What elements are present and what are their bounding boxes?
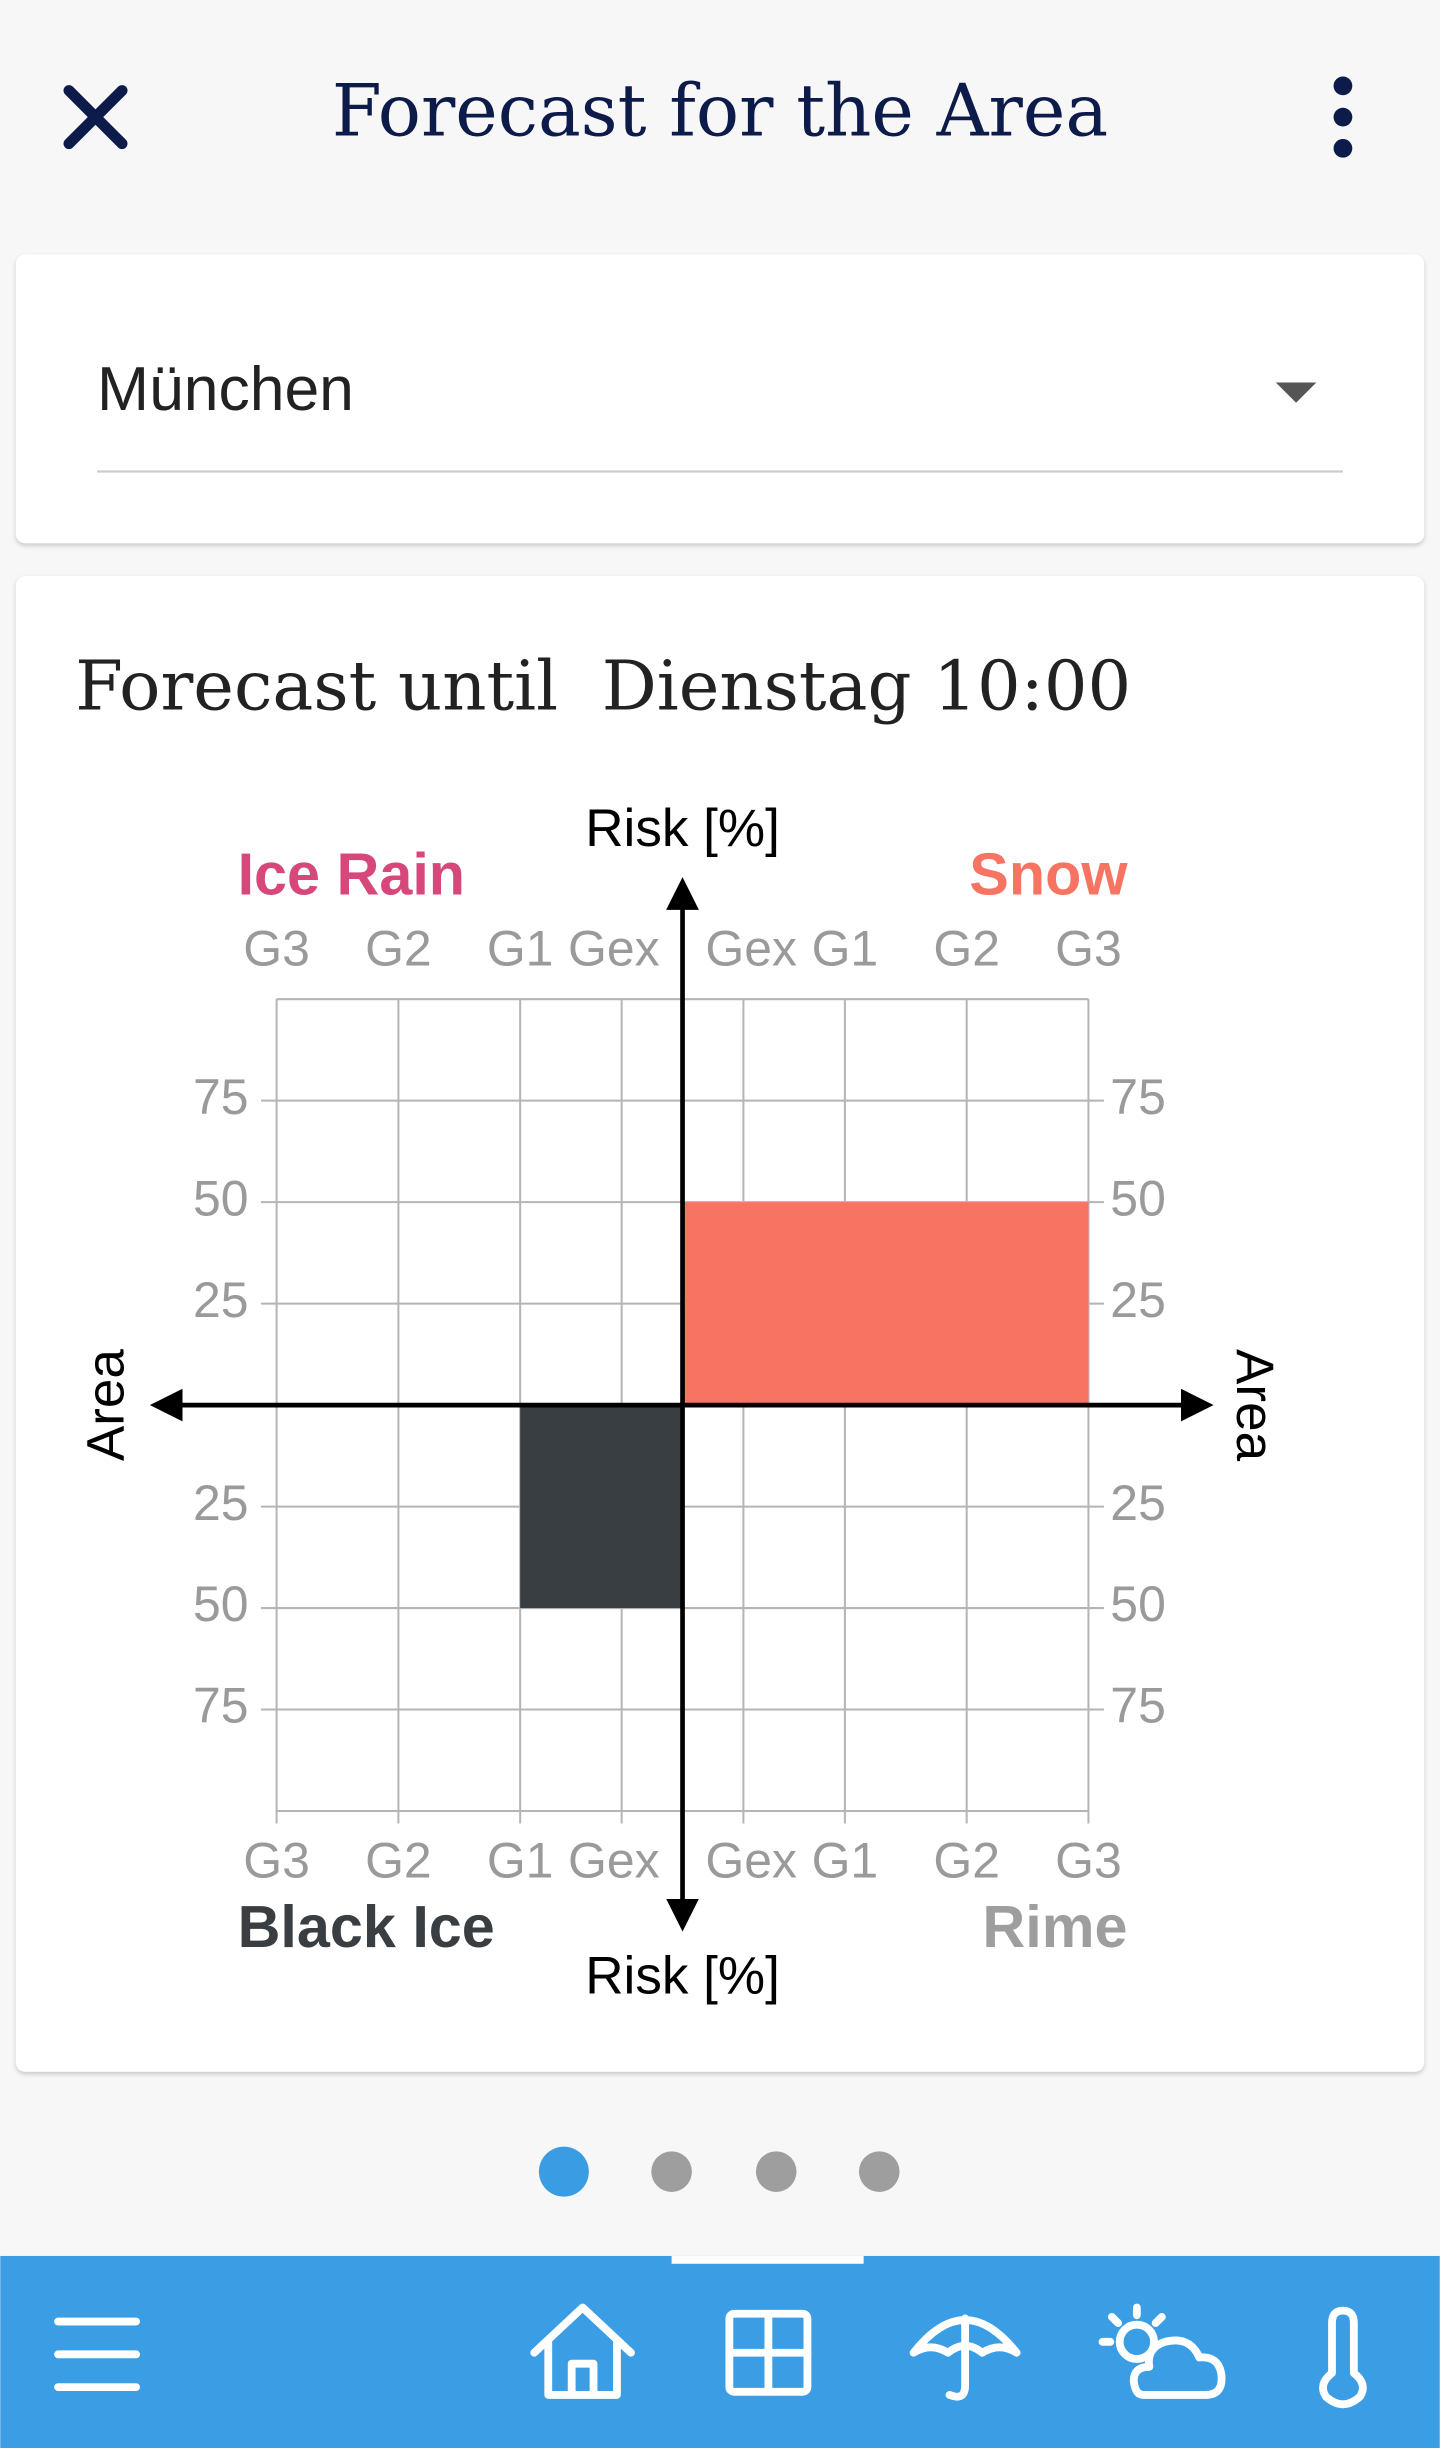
home-icon[interactable]: [530, 2303, 635, 2399]
x-tick-label: Gex: [568, 1832, 660, 1888]
y-tick-label: 75: [1110, 1678, 1166, 1734]
y-tick-label: 25: [193, 1272, 249, 1328]
quadrant-label: Rime: [982, 1893, 1127, 1960]
x-tick-label: Gex: [705, 921, 797, 977]
y-tick-label: 25: [1110, 1475, 1166, 1531]
x-tick-label: G1: [487, 1832, 554, 1888]
quadrant-label: Snow: [969, 841, 1128, 908]
y-tick-label: 50: [193, 1576, 249, 1632]
x-tick-label: G1: [487, 921, 554, 977]
x-tick-label: G2: [933, 921, 1000, 977]
x-tick-label: G2: [365, 921, 432, 977]
y-axis-label: Risk [%]: [585, 799, 780, 858]
y-tick-label: 25: [1110, 1272, 1166, 1328]
y-tick-label: 75: [193, 1678, 249, 1734]
x-tick-label: G3: [1055, 921, 1122, 977]
x-tick-label: G3: [1055, 1832, 1122, 1888]
umbrella-icon[interactable]: [909, 2314, 1021, 2401]
y-tick-label: 50: [1110, 1576, 1166, 1632]
grid-icon[interactable]: [725, 2309, 812, 2396]
y-tick-label: 25: [193, 1475, 249, 1531]
dropdown-value: München: [97, 354, 354, 424]
weather-icon[interactable]: [1098, 2303, 1226, 2399]
x-axis-label: Area: [1225, 1349, 1284, 1462]
quadrant-label: Black Ice: [238, 1893, 495, 1960]
x-tick-label: Gex: [705, 1832, 797, 1888]
pager[interactable]: [538, 2146, 900, 2197]
x-tick-label: G1: [812, 1832, 879, 1888]
nav-indicator: [671, 2255, 864, 2264]
quadrant-label: Ice Rain: [238, 841, 465, 908]
card-title: Forecast until Dienstag 10:00: [75, 647, 1131, 727]
thermometer-icon[interactable]: [1319, 2306, 1367, 2409]
x-tick-label: Gex: [568, 921, 660, 977]
y-tick-label: 75: [193, 1069, 249, 1125]
x-tick-label: G1: [812, 921, 879, 977]
risk-area: [520, 1405, 683, 1609]
x-tick-label: G2: [933, 1832, 1000, 1888]
y-axis-label: Risk [%]: [585, 1947, 780, 2006]
bottom-nav: [0, 2255, 1440, 2448]
y-tick-label: 50: [193, 1170, 249, 1226]
y-tick-label: 50: [1110, 1170, 1166, 1226]
x-axis-label: Area: [77, 1349, 136, 1462]
x-tick-label: G3: [243, 1832, 310, 1888]
menu-icon[interactable]: [54, 2317, 141, 2392]
page-title: Forecast for the Area: [332, 69, 1108, 153]
more-menu[interactable]: [1333, 76, 1353, 158]
location-dropdown[interactable]: München: [97, 354, 1343, 473]
x-tick-label: G3: [243, 921, 310, 977]
close-button[interactable]: [63, 85, 128, 150]
x-tick-label: G2: [365, 1832, 432, 1888]
risk-area: [682, 1202, 1089, 1406]
y-tick-label: 75: [1110, 1069, 1166, 1125]
